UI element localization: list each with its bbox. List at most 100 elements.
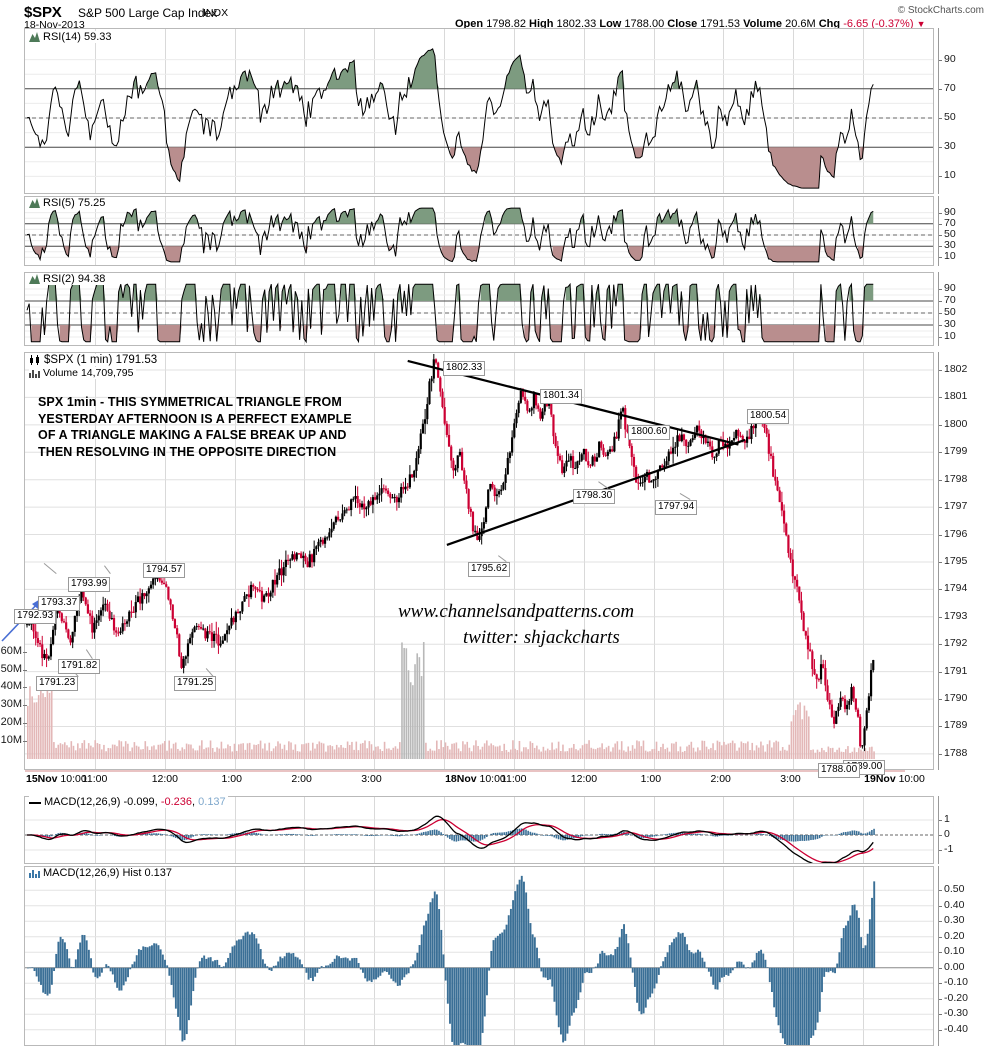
gridline-vertical <box>584 29 585 193</box>
axis-tick <box>938 936 942 938</box>
gridline-vertical <box>235 797 236 863</box>
macd-hist-y-label: -0.30 <box>944 1007 968 1020</box>
gridline-vertical <box>374 29 375 193</box>
annotation-line-1: SPX 1min - THIS SYMMETRICAL TRIANGLE FRO… <box>38 395 342 409</box>
axis-tick <box>938 235 942 236</box>
rsi14-y-label: 30 <box>944 140 956 153</box>
gridline-vertical <box>444 867 445 1045</box>
macd-hist-y-label: 0.10 <box>944 945 965 958</box>
low-value: 1788.00 <box>624 18 665 30</box>
macd-y-label: 1 <box>944 813 950 825</box>
price-y-label: 1790 <box>944 692 968 705</box>
watermark-site: www.channelsandpatterns.com <box>398 601 635 622</box>
axis-tick <box>938 820 942 821</box>
close-value: 1791.53 <box>700 18 741 30</box>
axis-line <box>938 272 939 346</box>
gridline-vertical <box>374 797 375 863</box>
rsi14-y-label: 70 <box>944 81 956 94</box>
watermark-twitter: twitter: shjackcharts <box>463 627 620 648</box>
axis-tick <box>938 699 942 701</box>
gridline-vertical <box>304 29 305 193</box>
gridline-vertical <box>654 29 655 193</box>
gridline-vertical <box>374 197 375 265</box>
gridline-vertical <box>444 353 445 769</box>
volume-y-label: 60M <box>0 644 22 657</box>
axis-tick <box>938 561 942 563</box>
volume-y-label: 20M <box>0 716 22 729</box>
rsi2-y-label: 90 <box>944 282 956 294</box>
gridline-vertical <box>514 197 515 265</box>
rsi14-y-label: 50 <box>944 111 956 123</box>
macd-legend: MACD(12,26,9) -0.099, -0.236, 0.137 <box>29 796 228 808</box>
axis-tick <box>938 534 942 536</box>
axis-tick <box>938 176 942 178</box>
volume-y-label: 40M <box>0 680 22 693</box>
axis-tick <box>938 118 942 119</box>
axis-tick <box>938 397 942 399</box>
high-value: 1802.33 <box>556 18 597 30</box>
gridline-vertical <box>863 797 864 863</box>
symbol-ticker: $SPX <box>24 4 62 21</box>
gridline-vertical <box>654 797 655 863</box>
rsi2-y-label: 10 <box>944 330 956 342</box>
chg-value: -6.65 (-0.37%) <box>843 18 914 30</box>
axis-tick <box>938 616 942 618</box>
annotation-line-2: YESTERDAY AFTERNOON IS A PERFECT EXAMPLE <box>38 411 352 426</box>
macd-hist-y-label: -0.10 <box>944 976 968 989</box>
gridline-vertical <box>235 353 236 769</box>
rsi5-y-label: 50 <box>944 228 956 240</box>
axis-tick <box>938 905 942 907</box>
macd-histogram-series <box>25 875 933 1045</box>
macd-hist-y-label: 0.00 <box>944 960 965 973</box>
rsi2-legend-text: RSI(2) 94.38 <box>43 273 106 285</box>
volume-y-label: 30M <box>0 698 22 711</box>
x-axis-label: 12:00 <box>151 773 178 785</box>
macd-hist-value: 0.137 <box>198 796 226 808</box>
macd-hist-legend: MACD(12,26,9) Hist 0.137 <box>29 867 174 879</box>
gridline-vertical <box>374 867 375 1045</box>
candlestick-icon <box>29 355 41 365</box>
open-label: Open <box>455 18 484 30</box>
axis-tick <box>938 726 942 728</box>
axis-tick <box>938 257 942 259</box>
gridline-vertical <box>304 273 305 345</box>
gridline-vertical <box>95 867 96 1045</box>
x-axis-date: 18Nov <box>445 773 477 785</box>
price-y-label: 1788 <box>944 746 968 759</box>
gridline-vertical <box>444 797 445 863</box>
volume-legend: Volume 14,709,795 <box>29 367 136 379</box>
axis-tick <box>938 983 942 985</box>
gridline-vertical <box>793 29 794 193</box>
rsi14-panel: RSI(14) 59.33 <box>24 28 934 194</box>
price-y-label: 1800 <box>944 417 968 430</box>
bars-icon <box>29 369 40 378</box>
axis-tick <box>938 59 942 61</box>
axis-tick <box>938 301 942 302</box>
macd-y-label: -1 <box>944 843 954 855</box>
x-axis-label: 1:00 <box>640 773 662 785</box>
price-y-label: 1789 <box>944 719 968 732</box>
macd-hist-legend-text: MACD(12,26,9) Hist 0.137 <box>43 867 172 879</box>
gridline-vertical <box>374 353 375 769</box>
gridline-vertical <box>235 197 236 265</box>
axis-tick <box>938 337 942 338</box>
exchange-label: INDX <box>203 7 229 19</box>
price-y-label: 1797 <box>944 500 968 513</box>
axis-line <box>938 866 939 1046</box>
price-y-label: 1795 <box>944 554 968 567</box>
x-axis-date: 19Nov <box>864 773 896 785</box>
axis-tick <box>938 313 942 314</box>
close-label: Close <box>667 18 698 30</box>
price-candlestick-series <box>25 353 933 759</box>
gridline-vertical <box>723 197 724 265</box>
gridline-vertical <box>514 353 515 769</box>
gridline-vertical <box>95 353 96 769</box>
gridline-vertical <box>654 867 655 1045</box>
annotation-line-3: OF A TRIANGLE MAKING A FALSE BREAK UP AN… <box>38 428 347 442</box>
stockcharts-credit: © StockCharts.com <box>897 5 984 16</box>
price-y-label: 1793 <box>944 609 968 622</box>
axis-tick <box>938 967 942 969</box>
chg-label: Chg <box>818 18 841 30</box>
macd-line-series <box>25 815 933 863</box>
